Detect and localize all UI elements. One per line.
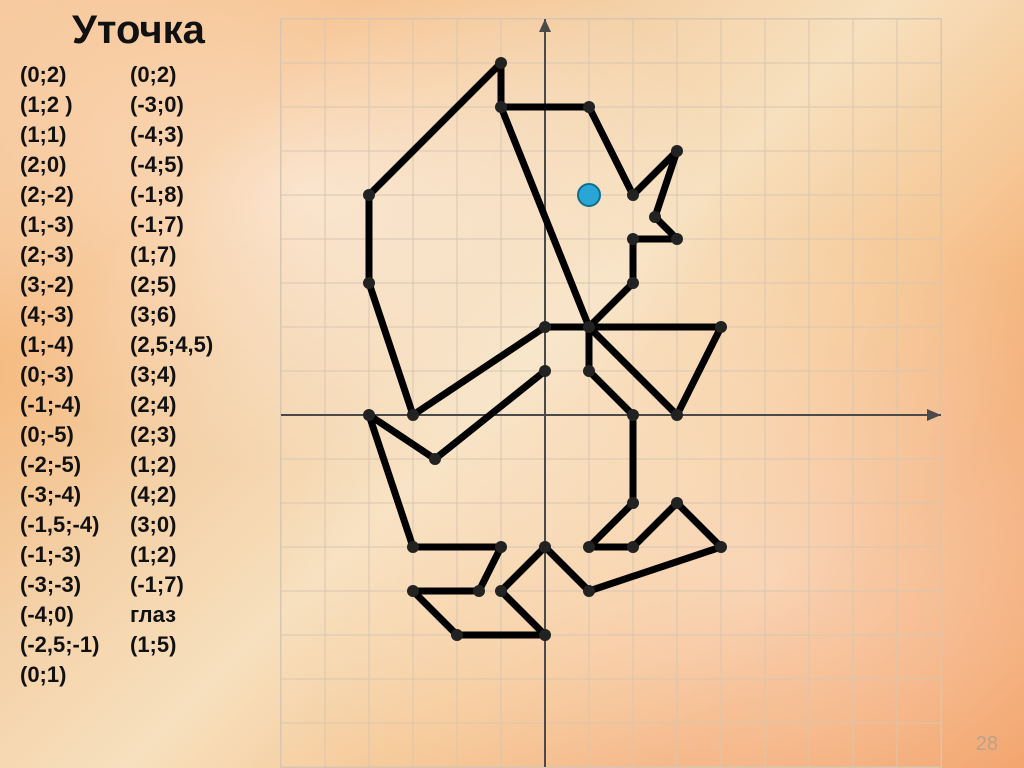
coord-item: (0;-3) [20, 360, 99, 390]
coord-item: (1;1) [20, 120, 99, 150]
coord-item: (-1;-4) [20, 390, 99, 420]
coord-item: (1;-4) [20, 330, 99, 360]
coord-item: (2;4) [130, 390, 213, 420]
coord-item: (1;5) [130, 630, 213, 660]
coord-item: (-3;0) [130, 90, 213, 120]
coord-item: (3;4) [130, 360, 213, 390]
coord-item: (3;6) [130, 300, 213, 330]
coord-item: (0;2) [20, 60, 99, 90]
coord-item: (-2;-5) [20, 450, 99, 480]
coord-item: (-4;0) [20, 600, 99, 630]
coord-item: (2;5) [130, 270, 213, 300]
coord-column-1: (0;2)(1;2 )(1;1)(2;0)(2;-2)(1;-3)(2;-3)(… [20, 60, 99, 690]
coord-item: (1;7) [130, 240, 213, 270]
coord-item: глаз [130, 600, 213, 630]
coord-item: (4;-3) [20, 300, 99, 330]
coordinate-plot [280, 18, 942, 768]
coord-item: (2;-2) [20, 180, 99, 210]
coord-item: (-2,5;-1) [20, 630, 99, 660]
coord-item: (3;0) [130, 510, 213, 540]
coord-item: (-3;-4) [20, 480, 99, 510]
coord-item: (2;-3) [20, 240, 99, 270]
coord-item: (3;-2) [20, 270, 99, 300]
coord-item: (0;2) [130, 60, 213, 90]
coord-item: (1;-3) [20, 210, 99, 240]
coord-item: (1;2 ) [20, 90, 99, 120]
coord-item: (-4;3) [130, 120, 213, 150]
coord-item: (-1;8) [130, 180, 213, 210]
coord-item: (2;0) [20, 150, 99, 180]
coord-item: (-1;7) [130, 570, 213, 600]
coord-item: (2;3) [130, 420, 213, 450]
coord-column-2: (0;2)(-3;0)(-4;3)(-4;5)(-1;8)(-1;7)(1;7)… [130, 60, 213, 660]
coord-item: (0;-5) [20, 420, 99, 450]
coord-item: (-3;-3) [20, 570, 99, 600]
coord-item: (-1;-3) [20, 540, 99, 570]
coord-item: (-1;7) [130, 210, 213, 240]
coord-item: (4;2) [130, 480, 213, 510]
coord-item: (0;1) [20, 660, 99, 690]
coord-item: (-1,5;-4) [20, 510, 99, 540]
coord-item: (-4;5) [130, 150, 213, 180]
slide-number: 28 [976, 733, 998, 756]
coord-item: (2,5;4,5) [130, 330, 213, 360]
page-title: Уточка [72, 8, 205, 53]
coord-item: (1;2) [130, 450, 213, 480]
coord-item: (1;2) [130, 540, 213, 570]
